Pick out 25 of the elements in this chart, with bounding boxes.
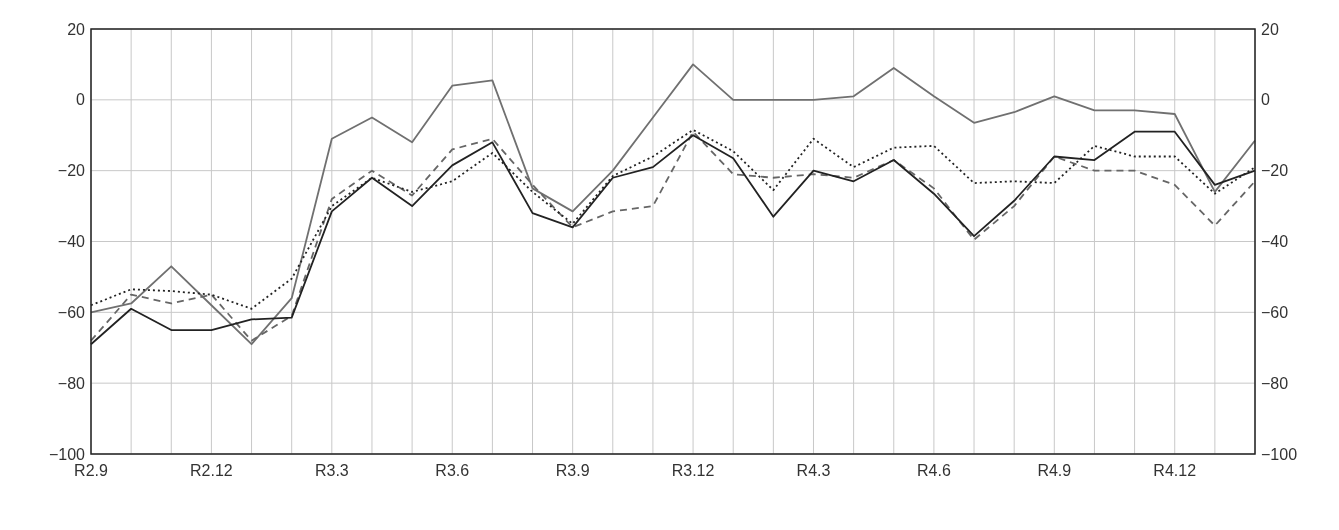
y2-tick-label: −20 bbox=[1261, 162, 1289, 180]
y-tick-label: −20 bbox=[57, 162, 86, 180]
y-tick-label: 20 bbox=[67, 20, 86, 38]
y2-tick-label: 0 bbox=[1261, 91, 1270, 109]
y-tick-label: −100 bbox=[48, 445, 86, 463]
x-tick-label: R4.9 bbox=[1037, 462, 1072, 479]
y2-tick-label: −80 bbox=[1261, 374, 1289, 392]
x-tick-label: R3.3 bbox=[314, 462, 349, 479]
x-tick-label: R3.12 bbox=[671, 462, 715, 479]
y2-tick-label: −100 bbox=[1261, 445, 1298, 463]
y2-tick-label: −40 bbox=[1261, 233, 1289, 251]
y2-tick-label: 20 bbox=[1261, 20, 1279, 38]
x-tick-label: R2.12 bbox=[190, 462, 233, 479]
x-tick-label: R4.6 bbox=[917, 462, 951, 479]
x-tick-label: R4.12 bbox=[1153, 462, 1197, 479]
y-tick-label: −60 bbox=[57, 303, 86, 321]
line-series bbox=[90, 63, 1256, 346]
y-tick-label: −80 bbox=[57, 374, 86, 392]
y2-tick-label: −60 bbox=[1261, 303, 1289, 321]
y-tick-label: −40 bbox=[57, 233, 86, 251]
x-tick-label: R4.3 bbox=[796, 462, 831, 479]
x-tick-label: R2.9 bbox=[74, 462, 108, 479]
y-tick-label: 0 bbox=[76, 91, 86, 109]
x-tick-label: R3.6 bbox=[435, 462, 470, 479]
x-tick-label: R3.9 bbox=[555, 462, 590, 479]
